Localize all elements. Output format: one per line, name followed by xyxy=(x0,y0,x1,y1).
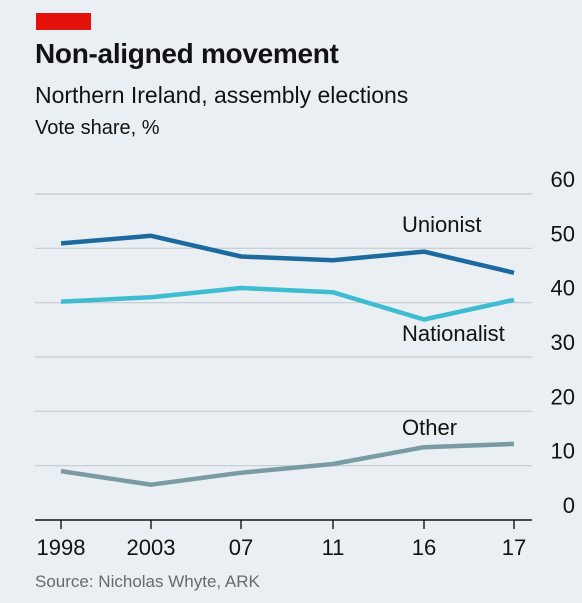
x-tick-label-16: 16 xyxy=(412,535,436,560)
chart-title: Non-aligned movement xyxy=(35,38,339,69)
x-tick-label-11: 11 xyxy=(322,535,345,560)
y-tick-label-50: 50 xyxy=(551,221,575,246)
series-label-unionist: Unionist xyxy=(402,212,481,237)
series-labels: Unionist Nationalist Other xyxy=(402,212,505,440)
y-tick-label-20: 20 xyxy=(551,384,575,409)
chart-subtitle: Northern Ireland, assembly elections xyxy=(35,82,409,108)
y-tick-labels: 0 10 20 30 40 50 60 xyxy=(551,167,575,518)
x-tick-label-2003: 2003 xyxy=(127,535,176,560)
line-other xyxy=(60,441,515,487)
x-tick-label-1998: 1998 xyxy=(37,535,86,560)
x-axis: 1998 2003 07 11 16 17 xyxy=(35,519,532,560)
y-tick-label-60: 60 xyxy=(551,167,575,192)
source-note: Source: Nicholas Whyte, ARK xyxy=(35,572,260,591)
series-lines xyxy=(60,233,515,487)
x-tick-label-07: 07 xyxy=(229,535,253,560)
series-label-nationalist: Nationalist xyxy=(402,321,505,346)
y-tick-label-10: 10 xyxy=(551,439,575,464)
line-nationalist xyxy=(60,285,515,322)
gridlines xyxy=(35,193,532,467)
y-tick-label-30: 30 xyxy=(551,330,575,355)
y-tick-label-0: 0 xyxy=(563,493,575,518)
y-tick-label-40: 40 xyxy=(551,276,575,301)
y-axis-unit-label: Vote share, % xyxy=(35,117,160,139)
series-label-other: Other xyxy=(402,415,457,440)
brand-tag xyxy=(36,13,91,30)
x-tick-label-17: 17 xyxy=(502,535,526,560)
line-unionist xyxy=(60,233,515,275)
